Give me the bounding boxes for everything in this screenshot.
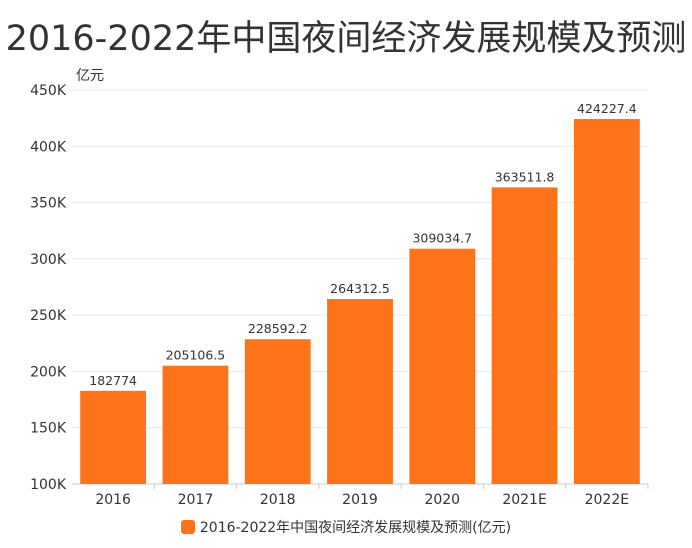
data-labels: 182774 205106.5 228592.2 264312.5 309034.7 36… [89,101,636,388]
bar [162,365,229,484]
data-label: 424227.4 [577,101,637,116]
bar [573,119,640,485]
bar [327,299,393,484]
legend-swatch [180,520,195,534]
y-tick-label: 400K [30,139,67,155]
y-tick-label: 200K [30,364,67,380]
data-label: 182774 [89,373,137,388]
legend-label: 2016-2022年中国夜间经济发展规模及预测(亿元) [199,520,512,536]
data-label: 228592.2 [248,321,308,336]
bar [491,187,558,484]
bars [80,119,640,485]
data-label: 363511.8 [495,169,555,184]
x-tick-label: 2017 [178,492,214,508]
x-tick-label: 2019 [342,492,378,508]
bar [409,248,476,484]
data-label: 264312.5 [330,281,390,296]
y-tick-label: 250K [30,308,67,324]
chart-title: 2016-2022年中国夜间经济发展规模及预测 [5,19,687,59]
y-tick-label: 150K [30,421,67,437]
y-tick-label: 100K [30,477,67,493]
bar [244,339,311,484]
y-tick-label: 350K [30,196,67,212]
legend[interactable]: 2016-2022年中国夜间经济发展规模及预测(亿元) [0,517,692,537]
x-tick-label: 2022E [585,492,629,508]
x-tick-label: 2016 [95,492,131,508]
x-tick-label: 2021E [502,492,546,508]
y-axis-unit-label: 亿元 [76,68,104,84]
bar [80,390,147,484]
axes: 100K 150K 200K 250K 300K 350K 400K 450K 2016 2017… [30,83,649,508]
x-tick-label: 2018 [260,492,296,508]
x-tick-label: 2020 [424,492,460,508]
data-label: 309034.7 [412,231,472,246]
y-tick-label: 450K [30,83,67,99]
data-label: 205106.5 [166,348,226,363]
y-tick-label: 300K [30,252,67,268]
